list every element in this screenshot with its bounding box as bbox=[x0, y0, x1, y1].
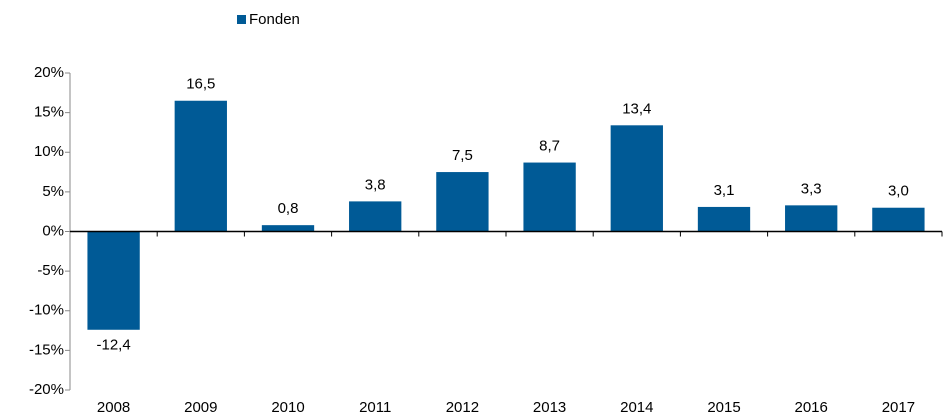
value-label: 3,0 bbox=[888, 183, 909, 200]
bar bbox=[610, 125, 663, 232]
x-tick-label: 2008 bbox=[97, 399, 130, 416]
value-label: 3,1 bbox=[714, 182, 735, 199]
y-tick-label: 10% bbox=[34, 143, 64, 160]
value-label: 0,8 bbox=[278, 200, 299, 217]
x-tick-label: 2016 bbox=[795, 399, 828, 416]
x-tick-label: 2011 bbox=[359, 399, 391, 416]
x-tick-label: 2017 bbox=[882, 399, 915, 416]
legend-swatch bbox=[237, 15, 246, 24]
value-label: 3,3 bbox=[801, 180, 822, 197]
bar bbox=[872, 207, 925, 232]
x-tick-label: 2009 bbox=[184, 399, 217, 416]
value-label: -12,4 bbox=[96, 337, 130, 354]
value-label: 8,7 bbox=[539, 138, 560, 155]
bar bbox=[87, 231, 140, 330]
bar bbox=[697, 206, 751, 232]
y-tick-label: -15% bbox=[29, 341, 64, 358]
x-tick-label: 2014 bbox=[620, 399, 653, 416]
value-label: 3,8 bbox=[365, 176, 386, 193]
y-tick-label: 15% bbox=[34, 104, 64, 121]
legend-label: Fonden bbox=[249, 11, 300, 28]
bar bbox=[523, 162, 576, 232]
bar bbox=[436, 172, 489, 232]
bar bbox=[261, 225, 315, 232]
value-label: 16,5 bbox=[186, 76, 215, 93]
y-tick-label: -5% bbox=[37, 262, 64, 279]
x-tick-label: 2015 bbox=[707, 399, 740, 416]
bar bbox=[349, 201, 402, 232]
y-tick-label: -10% bbox=[29, 302, 64, 319]
bar bbox=[174, 100, 227, 232]
bar bbox=[785, 205, 838, 232]
y-tick-label: 0% bbox=[42, 222, 64, 239]
x-tick-label: 2013 bbox=[533, 399, 566, 416]
x-tick-label: 2012 bbox=[446, 399, 479, 416]
value-label: 7,5 bbox=[452, 147, 473, 164]
x-tick-label: 2010 bbox=[271, 399, 304, 416]
value-label: 13,4 bbox=[622, 100, 651, 117]
y-tick-label: -20% bbox=[29, 381, 64, 398]
y-tick-label: 5% bbox=[42, 183, 64, 200]
y-tick-label: 20% bbox=[34, 64, 64, 81]
